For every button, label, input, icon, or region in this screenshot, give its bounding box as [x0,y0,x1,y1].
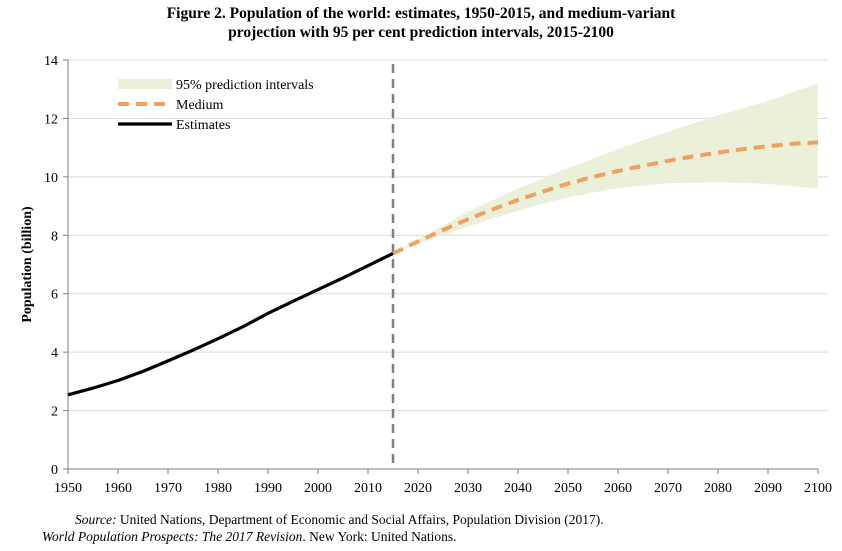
tick-labels: 0 2 4 6 8 10 12 14 1950 1960 1970 1980 1990 2000 2010 2… [44,54,832,496]
population-chart: 0 2 4 6 8 10 12 14 1950 1960 1970 1980 1990 2000 2010 2… [20,54,832,496]
y-tick-label-12: 12 [44,112,58,127]
axes [63,59,819,474]
x-tick-label-2000: 2000 [304,481,332,496]
y-tick-label-10: 10 [44,171,58,186]
legend-label: Medium [176,98,224,113]
x-tick-label-1960: 1960 [104,481,132,496]
source-label: Source: [75,512,117,527]
y-tick-label-2: 2 [51,405,58,420]
source-publication-title: World Population Prospects: The 2017 Rev… [42,529,303,544]
x-tick-label-2070: 2070 [654,481,682,496]
x-tick-label-2030: 2030 [454,481,482,496]
legend-swatch-band [118,79,172,89]
x-tick-label-2080: 2080 [704,481,732,496]
prediction-band [393,83,818,254]
prediction-interval-band [393,83,818,254]
x-tick-label-2010: 2010 [354,481,382,496]
x-tick-label-1970: 1970 [154,481,182,496]
y-tick-label-0: 0 [51,463,58,478]
source-text-2: . New York: United Nations. [302,529,457,544]
source-text-1: United Nations, Department of Economic a… [116,512,604,527]
y-tick-label-4: 4 [51,346,58,361]
legend-label: Estimates [176,118,230,133]
series-lines [67,140,819,397]
x-tick-label-2100: 2100 [804,481,832,496]
y-tick-label-14: 14 [44,54,58,69]
series-line-estimates [67,251,394,397]
chart-title-line-1: Figure 2. Population of the world: estim… [166,5,676,22]
x-tick-label-1990: 1990 [254,481,282,496]
x-tick-label-1980: 1980 [204,481,232,496]
x-tick-label-2050: 2050 [554,481,582,496]
legend-item-medium: Medium [118,98,224,113]
y-tick-label-6: 6 [51,288,58,303]
x-tick-label-1950: 1950 [54,481,82,496]
source-note: Source: United Nations, Department of Ec… [0,511,842,545]
chart-title-line-2: projection with 95 per cent prediction i… [228,24,614,41]
gridlines [68,59,828,412]
y-axis-label: Population (billion) [20,206,35,323]
legend-label: 95% prediction intervals [176,78,314,93]
legend-item-estimates: Estimates [118,118,230,133]
chart-title: Figure 2. Population of the world: estim… [0,4,842,42]
series-line-medium [392,140,819,256]
x-tick-label-2060: 2060 [604,481,632,496]
legend-item-95-prediction-intervals: 95% prediction intervals [118,78,314,93]
y-tick-label-8: 8 [51,229,58,244]
x-tick-label-2090: 2090 [754,481,782,496]
x-tick-label-2040: 2040 [504,481,532,496]
legend: 95% prediction intervals Medium Estimates [118,78,314,133]
x-tick-label-2020: 2020 [404,481,432,496]
